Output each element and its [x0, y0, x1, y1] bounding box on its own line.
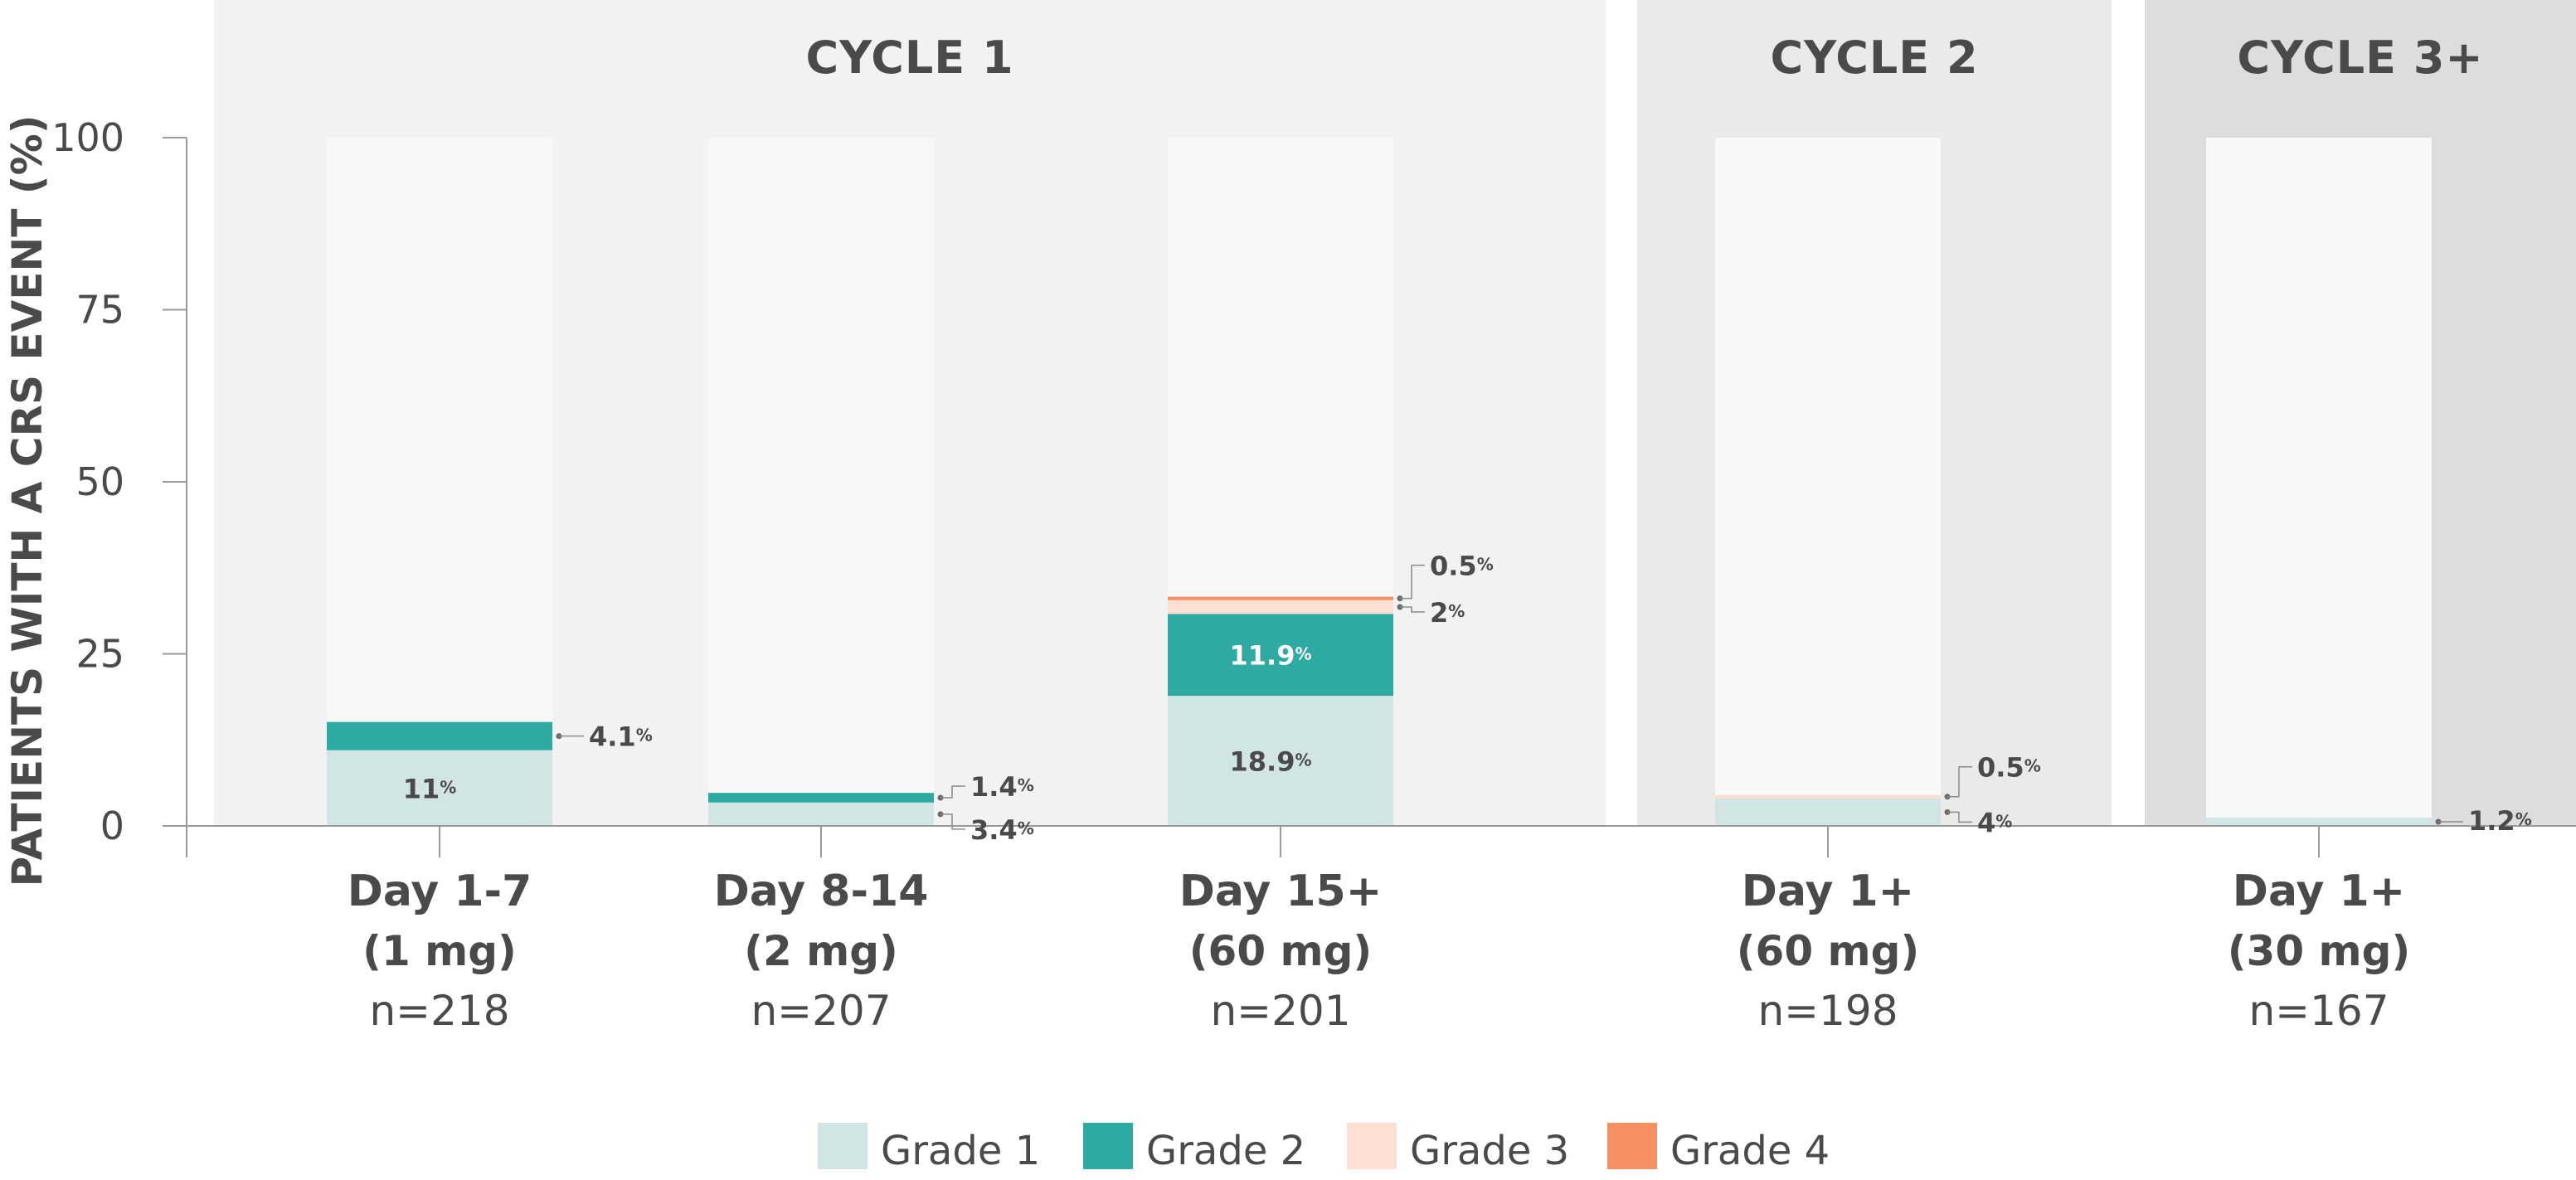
x-label-3-n: n=198 — [1757, 987, 1898, 1035]
x-label-4-dose: (30 mg) — [2228, 927, 2411, 975]
y-tick-label-0: 0 — [100, 804, 124, 848]
data-label-3-grade-3-leader — [1947, 765, 1972, 798]
x-label-3-dose: (60 mg) — [1737, 927, 1920, 975]
bar-track-0 — [327, 138, 552, 826]
legend-label-grade-1: Grade 1 — [881, 1128, 1040, 1174]
data-label-1-grade-1: 3.4% — [970, 814, 1034, 846]
cycle-title-cycle-3: CYCLE 3+ — [2237, 32, 2483, 84]
bar-track-4 — [2206, 138, 2432, 826]
bar-track-1 — [708, 138, 934, 826]
bar-0-grade-2 — [327, 721, 552, 750]
data-label-2-grade-3-leader — [1400, 606, 1425, 613]
bar-3-grade-1 — [1715, 798, 1941, 826]
x-label-2-dose: (60 mg) — [1189, 927, 1373, 975]
bar-track-3 — [1715, 138, 1941, 826]
data-label-4-grade-1: 1.2% — [2468, 805, 2532, 837]
y-axis-label: PATIENTS WITH A CRS EVENT (%) — [3, 114, 51, 886]
x-label-0-dose: (1 mg) — [362, 927, 517, 975]
x-label-3-day: Day 1+ — [1742, 867, 1914, 916]
data-labels: 11%4.1%3.4%1.4%18.9%11.9%2%0.5%4%0.5%1.2… — [403, 551, 2532, 846]
x-label-2-n: n=201 — [1210, 987, 1350, 1035]
x-label-0-n: n=218 — [369, 987, 509, 1035]
bar-4-grade-1 — [2206, 818, 2432, 826]
bar-segments — [327, 596, 2432, 826]
legend: Grade 1 Grade 2 Grade 3 Grade 4 — [818, 1123, 1830, 1174]
bar-0-grade-1 — [327, 750, 552, 826]
data-label-1-grade-1-leader — [940, 813, 965, 830]
bar-1-grade-2 — [708, 793, 934, 803]
y-tick-label-25: 25 — [75, 632, 124, 677]
data-label-2-grade-4: 0.5% — [1430, 551, 1494, 582]
bar-3-grade-3 — [1715, 794, 1941, 799]
data-label-2-grade-4-leader — [1400, 564, 1425, 600]
data-label-1-grade-2-leader — [940, 785, 965, 799]
x-category-labels: Day 1-7 (1 mg) n=218 Day 8-14 (2 mg) n=207 Day… — [348, 867, 2411, 1035]
cycle-title-cycle-1: CYCLE 1 — [805, 32, 1013, 84]
data-label-3-grade-1: 4% — [1977, 807, 2012, 838]
bar-2-grade-1 — [1168, 696, 1393, 826]
x-label-2-day: Day 15+ — [1179, 867, 1383, 916]
legend-swatch-grade-3 — [1347, 1123, 1397, 1169]
x-label-1-dose: (2 mg) — [744, 927, 898, 975]
x-label-0-day: Day 1-7 — [348, 867, 532, 916]
x-label-4-n: n=167 — [2248, 987, 2389, 1035]
data-label-3-grade-1-leader — [1947, 811, 1972, 823]
bar-tracks — [327, 138, 2432, 826]
legend-swatch-grade-2 — [1083, 1123, 1133, 1169]
y-tick-label-50: 50 — [75, 459, 124, 504]
bar-2-grade-4 — [1168, 596, 1393, 600]
x-label-1-n: n=207 — [751, 987, 891, 1035]
bar-1-grade-1 — [708, 802, 934, 826]
legend-label-grade-2: Grade 2 — [1146, 1128, 1305, 1174]
y-tick-label-100: 100 — [51, 115, 124, 160]
bar-2-grade-2 — [1168, 614, 1393, 697]
cycle-title-cycle-2: CYCLE 2 — [1770, 32, 1978, 84]
legend-swatch-grade-4 — [1607, 1123, 1657, 1169]
bar-2-grade-3 — [1168, 600, 1393, 614]
x-label-4-day: Day 1+ — [2233, 867, 2405, 916]
axes: 0 25 50 75 100 — [51, 115, 2576, 857]
legend-label-grade-4: Grade 4 — [1670, 1128, 1830, 1174]
legend-swatch-grade-1 — [818, 1123, 868, 1169]
y-tick-label-75: 75 — [75, 288, 124, 333]
legend-label-grade-3: Grade 3 — [1410, 1128, 1569, 1174]
x-label-1-day: Day 8-14 — [714, 867, 929, 916]
cycle-titles: CYCLE 1 CYCLE 2 CYCLE 3+ — [805, 32, 2483, 84]
